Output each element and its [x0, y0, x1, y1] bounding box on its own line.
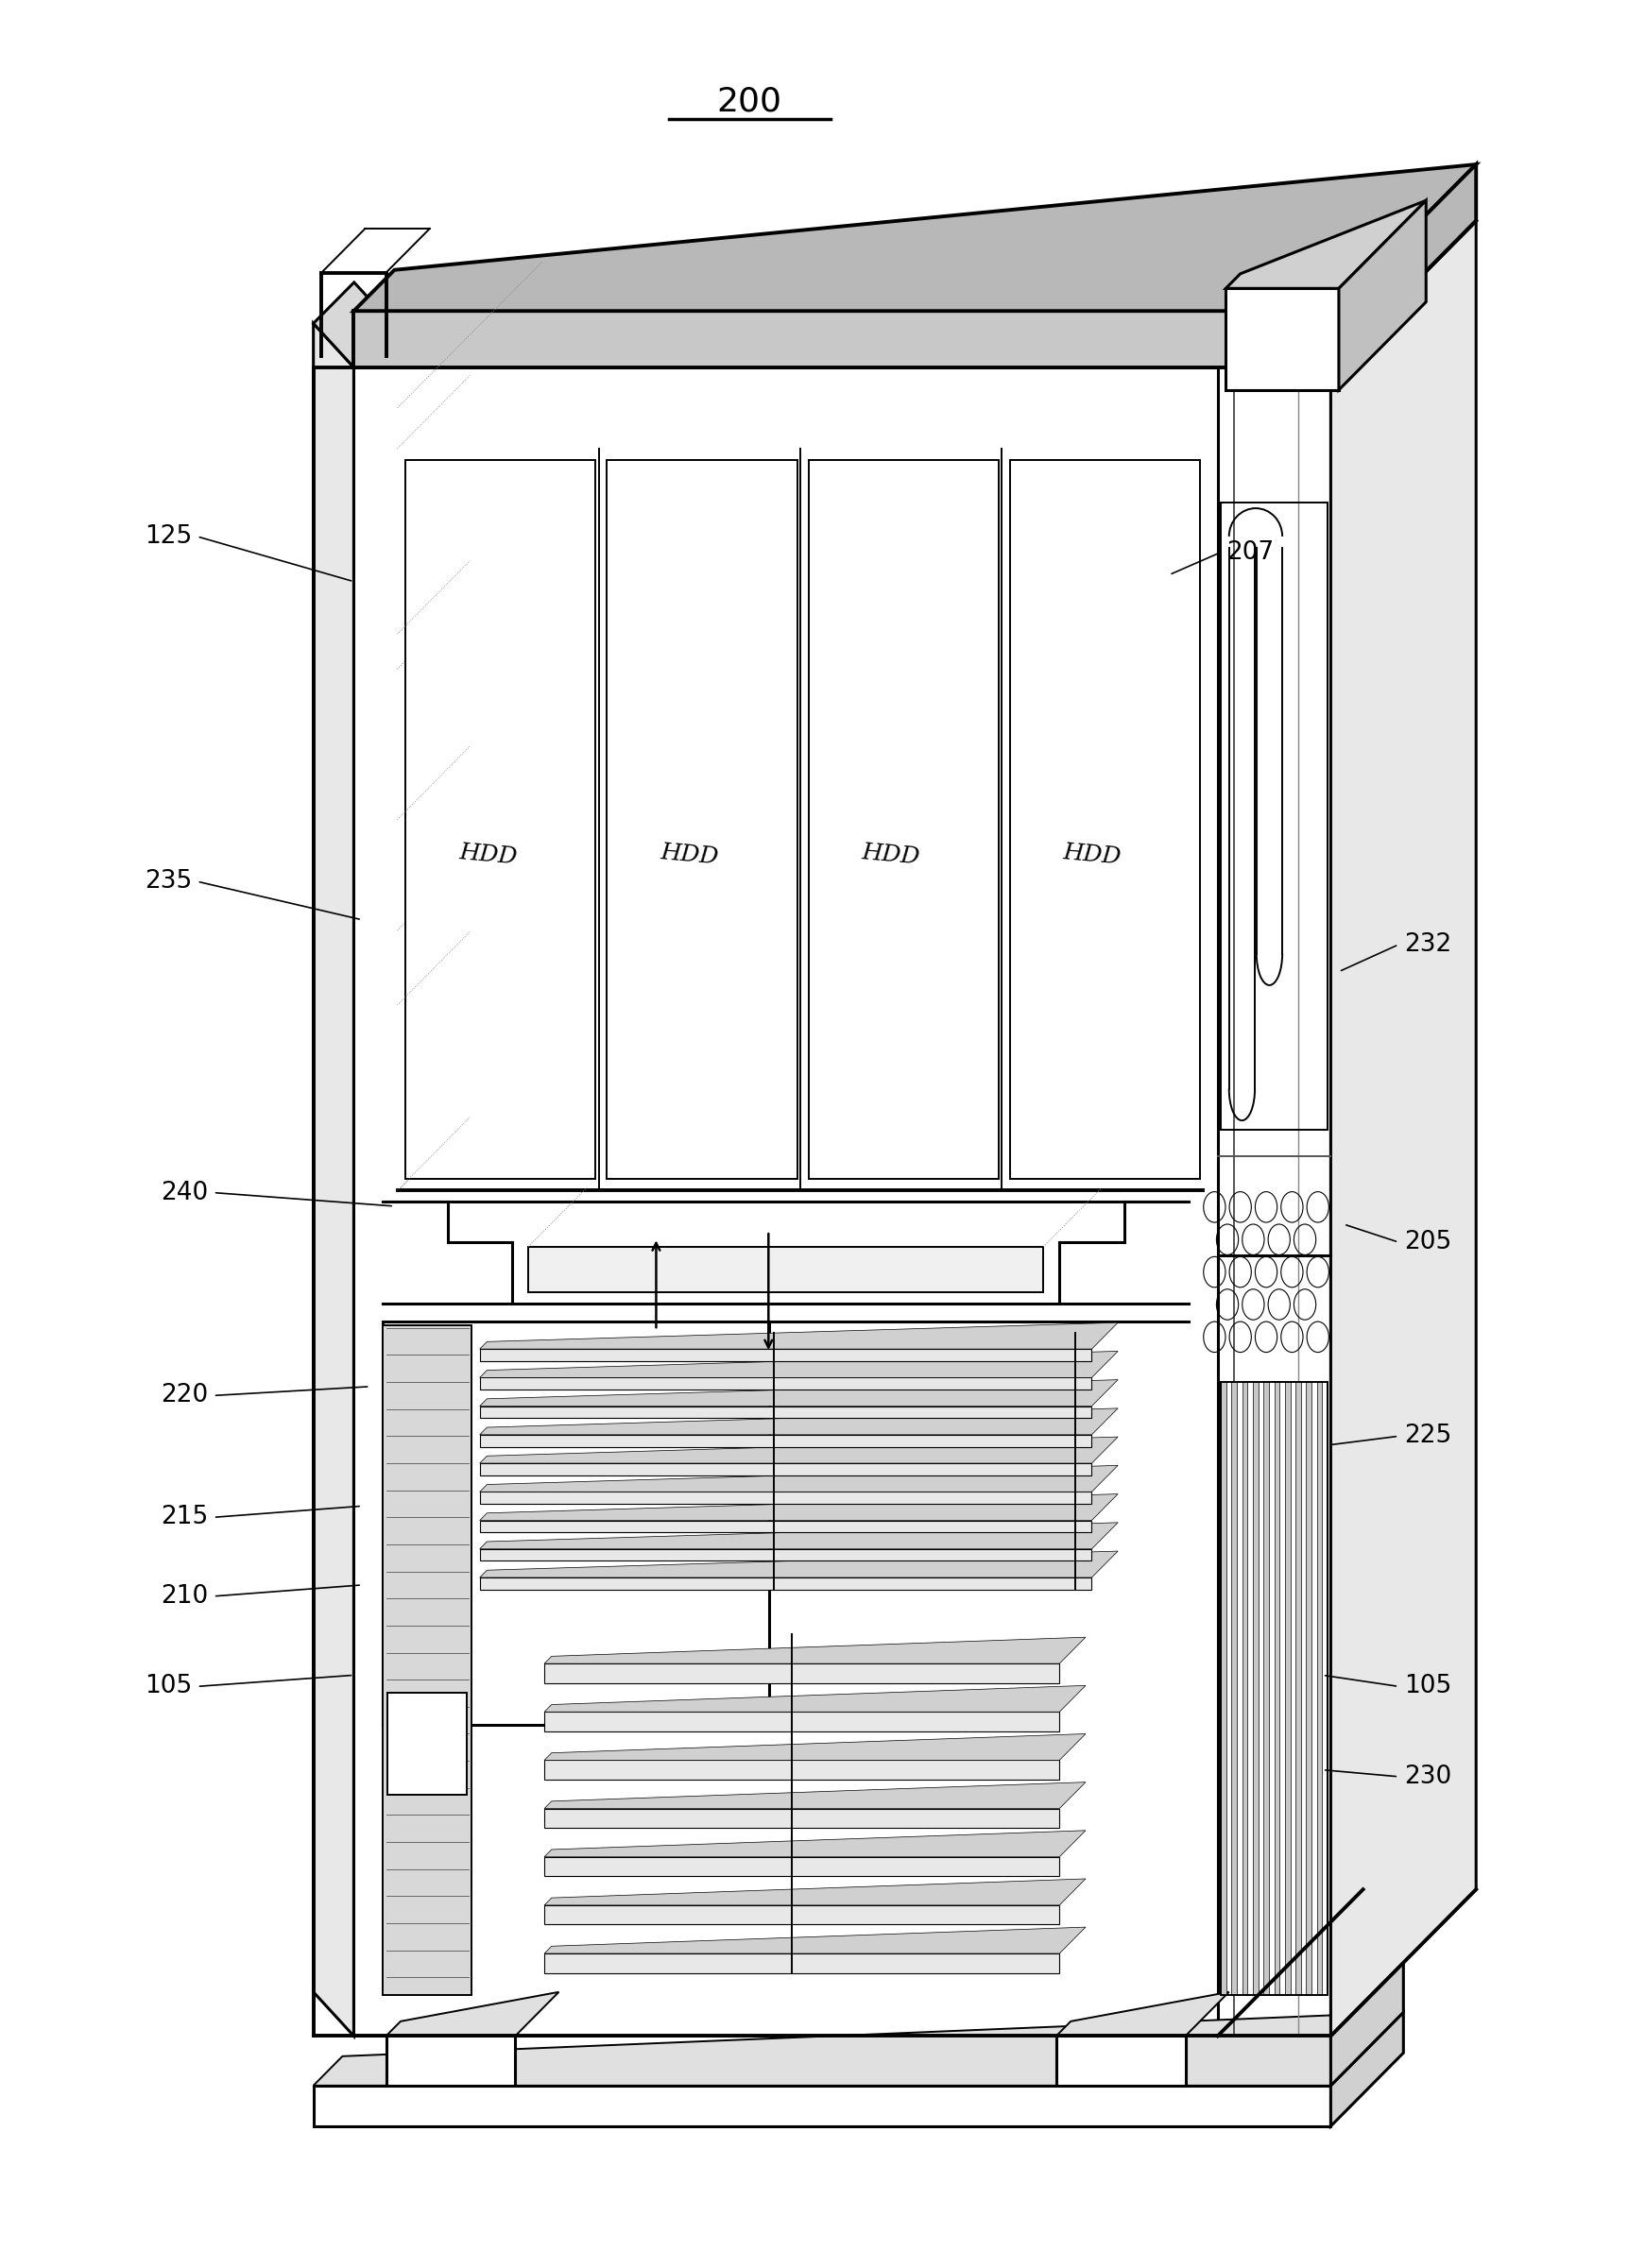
Polygon shape	[544, 1733, 1086, 1760]
Polygon shape	[544, 1928, 1086, 1953]
Polygon shape	[1232, 1381, 1237, 1996]
Polygon shape	[1330, 163, 1477, 367]
Text: 105: 105	[145, 1674, 192, 1699]
Text: 232: 232	[1403, 932, 1452, 957]
Polygon shape	[1218, 367, 1330, 2037]
Polygon shape	[1057, 1991, 1229, 2037]
Polygon shape	[1296, 1381, 1301, 1996]
Polygon shape	[544, 1637, 1086, 1662]
Text: 225: 225	[1403, 1424, 1452, 1449]
Polygon shape	[1226, 200, 1426, 288]
Text: HDD: HDD	[659, 841, 720, 869]
Polygon shape	[544, 1760, 1060, 1780]
Polygon shape	[313, 2012, 1403, 2087]
Polygon shape	[480, 1352, 1118, 1377]
Polygon shape	[353, 220, 1363, 367]
Polygon shape	[480, 1406, 1092, 1418]
Polygon shape	[1330, 2012, 1403, 2125]
Polygon shape	[1057, 2037, 1185, 2087]
Polygon shape	[544, 1685, 1086, 1712]
Polygon shape	[544, 1830, 1086, 1857]
Text: 235: 235	[145, 869, 192, 894]
Polygon shape	[544, 1857, 1060, 1876]
Text: 220: 220	[161, 1383, 208, 1408]
Polygon shape	[313, 2087, 1330, 2125]
Polygon shape	[405, 460, 596, 1179]
Text: 125: 125	[145, 524, 192, 549]
Polygon shape	[544, 1712, 1060, 1730]
Polygon shape	[480, 1522, 1118, 1549]
Bar	[1221, 503, 1327, 1129]
Text: HDD: HDD	[861, 841, 921, 869]
Polygon shape	[480, 1408, 1118, 1436]
Polygon shape	[480, 1549, 1092, 1560]
Polygon shape	[544, 1878, 1086, 1905]
Polygon shape	[607, 460, 798, 1179]
Polygon shape	[353, 367, 1218, 2037]
Polygon shape	[480, 1579, 1092, 1590]
Polygon shape	[1317, 1381, 1322, 1996]
Polygon shape	[1330, 220, 1477, 2037]
Polygon shape	[480, 1551, 1118, 1579]
Polygon shape	[383, 1327, 472, 1996]
Polygon shape	[1221, 1381, 1226, 1996]
Bar	[1221, 1381, 1327, 1996]
Polygon shape	[1263, 1381, 1268, 1996]
Polygon shape	[544, 1953, 1060, 1973]
Bar	[387, 1692, 467, 1794]
Polygon shape	[1218, 220, 1477, 367]
Polygon shape	[480, 1520, 1092, 1533]
Text: 230: 230	[1403, 1765, 1452, 1789]
Polygon shape	[480, 1438, 1118, 1463]
Polygon shape	[1338, 200, 1426, 390]
Polygon shape	[544, 1905, 1060, 1926]
Text: 205: 205	[1403, 1229, 1452, 1254]
Text: 200: 200	[716, 86, 781, 118]
Text: 240: 240	[161, 1179, 208, 1204]
Polygon shape	[544, 1783, 1086, 1808]
Text: HDD: HDD	[1063, 841, 1122, 869]
Polygon shape	[1275, 1381, 1280, 1996]
Polygon shape	[480, 1495, 1118, 1520]
Text: 105: 105	[1403, 1674, 1452, 1699]
Polygon shape	[480, 1436, 1092, 1447]
Polygon shape	[809, 460, 998, 1179]
Polygon shape	[353, 311, 1330, 367]
Text: 215: 215	[161, 1506, 208, 1529]
Text: HDD: HDD	[457, 841, 518, 869]
Polygon shape	[480, 1379, 1118, 1406]
Polygon shape	[313, 281, 394, 367]
Polygon shape	[480, 1492, 1092, 1504]
Polygon shape	[1306, 1381, 1312, 1996]
Polygon shape	[386, 1991, 558, 2037]
Polygon shape	[544, 1662, 1060, 1683]
Polygon shape	[480, 1377, 1092, 1390]
Polygon shape	[386, 2037, 514, 2087]
Text: 210: 210	[161, 1583, 208, 1608]
Polygon shape	[1330, 1962, 1403, 2087]
Polygon shape	[544, 1808, 1060, 1828]
Polygon shape	[480, 1322, 1118, 1349]
Polygon shape	[1254, 1381, 1258, 1996]
Polygon shape	[480, 1349, 1092, 1361]
Polygon shape	[313, 324, 353, 2037]
Polygon shape	[480, 1463, 1092, 1474]
Polygon shape	[1226, 288, 1338, 390]
Polygon shape	[527, 1247, 1044, 1293]
Text: 207: 207	[1226, 540, 1273, 565]
Polygon shape	[1284, 1381, 1291, 1996]
Polygon shape	[1242, 1381, 1247, 1996]
Polygon shape	[1009, 460, 1200, 1179]
Polygon shape	[480, 1465, 1118, 1492]
Polygon shape	[353, 163, 1477, 311]
